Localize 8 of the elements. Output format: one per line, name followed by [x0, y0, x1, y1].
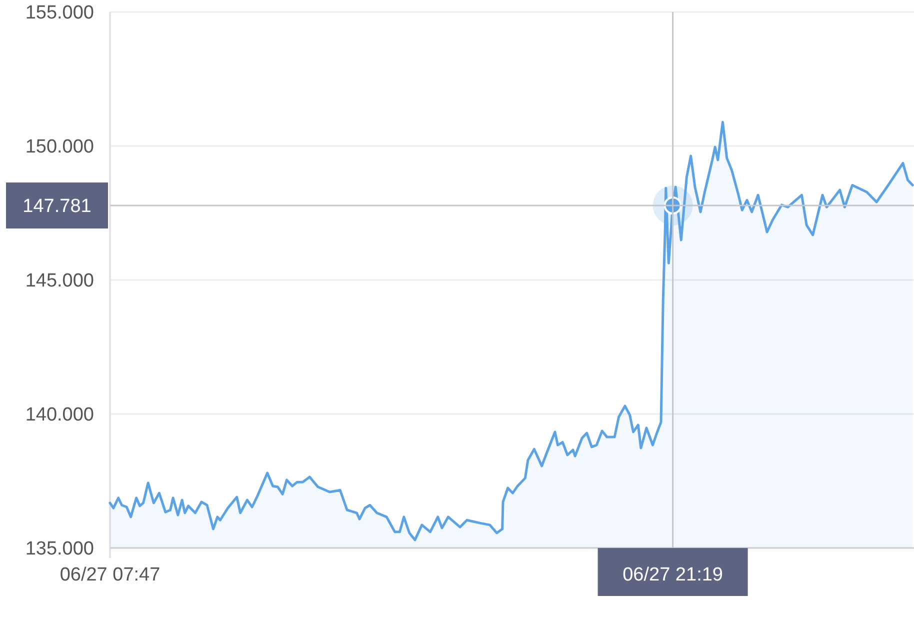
y-tick-label: 135.000: [25, 538, 94, 560]
y-tick-label: 155.000: [25, 2, 94, 24]
y-tick-label: 150.000: [25, 136, 94, 158]
ref-line-label: 147.781: [22, 196, 92, 218]
x-tick-label: 06/27 07:47: [60, 564, 160, 586]
x-tick-label: 06/27 21:19: [622, 564, 723, 586]
y-tick-label: 140.000: [25, 404, 94, 426]
y-tick-label: 145.000: [25, 270, 94, 292]
